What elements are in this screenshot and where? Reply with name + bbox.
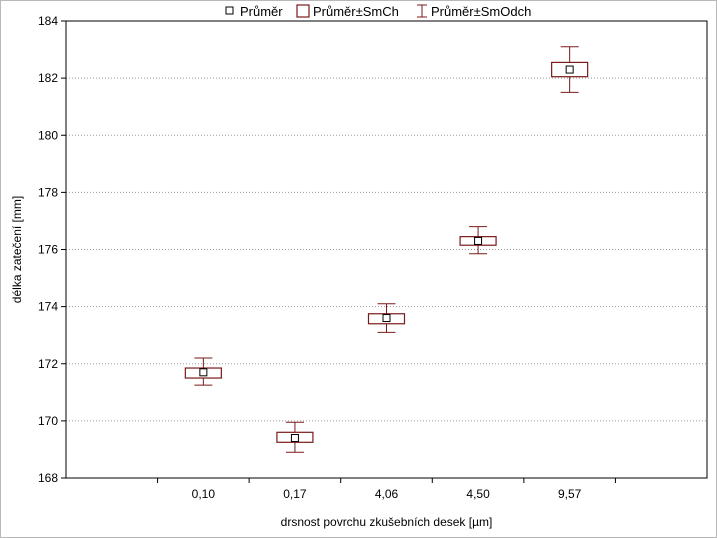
y-tick-label: 172 (38, 357, 58, 371)
x-tick-label: 9,57 (558, 487, 582, 501)
mean-marker (382, 314, 391, 323)
y-axis: 168 170 172 174 176 178 180 182 184 (38, 14, 66, 485)
y-tick-label: 174 (38, 300, 58, 314)
legend-label-se: Průměr±SmCh (313, 4, 399, 19)
legend-item-mean: Průměr (225, 4, 283, 19)
x-tick-label: 4,50 (466, 487, 490, 501)
box-group (551, 46, 589, 93)
legend-label-sd: Průměr±SmOdch (431, 4, 531, 19)
mean-marker (290, 434, 299, 443)
legend-item-se: Průměr±SmCh (296, 4, 399, 19)
y-tick-label: 182 (38, 71, 58, 85)
legend: Průměr Průměr±SmCh Průměr±SmOdch (225, 4, 531, 19)
data-marks (184, 46, 589, 453)
box-group (184, 357, 222, 386)
x-tick-label: 0,17 (283, 487, 307, 501)
y-tick-label: 176 (38, 243, 58, 257)
legend-label-mean: Průměr (240, 4, 283, 19)
x-axis: 0,10 0,17 4,06 4,50 9,57 (157, 478, 616, 501)
mean-marker (199, 368, 208, 377)
x-tick-label: 4,06 (375, 487, 399, 501)
mean-marker (474, 236, 483, 245)
box-group (459, 226, 497, 255)
box-group (276, 421, 314, 453)
y-axis-title: délka zatečení [mm] (10, 196, 24, 303)
legend-se-swatch (296, 4, 310, 18)
y-tick-label: 178 (38, 185, 58, 199)
y-tick-label: 180 (38, 128, 58, 142)
legend-mean-swatch (225, 6, 234, 15)
y-tick-label: 184 (38, 14, 58, 28)
grid-layer (66, 77, 707, 422)
legend-item-sd: Průměr±SmOdch (417, 4, 531, 19)
x-axis-title: drsnost povrchu zkušebních desek [µm] (281, 515, 493, 529)
mean-marker (565, 65, 574, 74)
box-group (367, 303, 406, 333)
y-tick-label: 170 (38, 414, 58, 428)
y-tick-label: 168 (38, 471, 58, 485)
x-tick-label: 0,10 (192, 487, 216, 501)
